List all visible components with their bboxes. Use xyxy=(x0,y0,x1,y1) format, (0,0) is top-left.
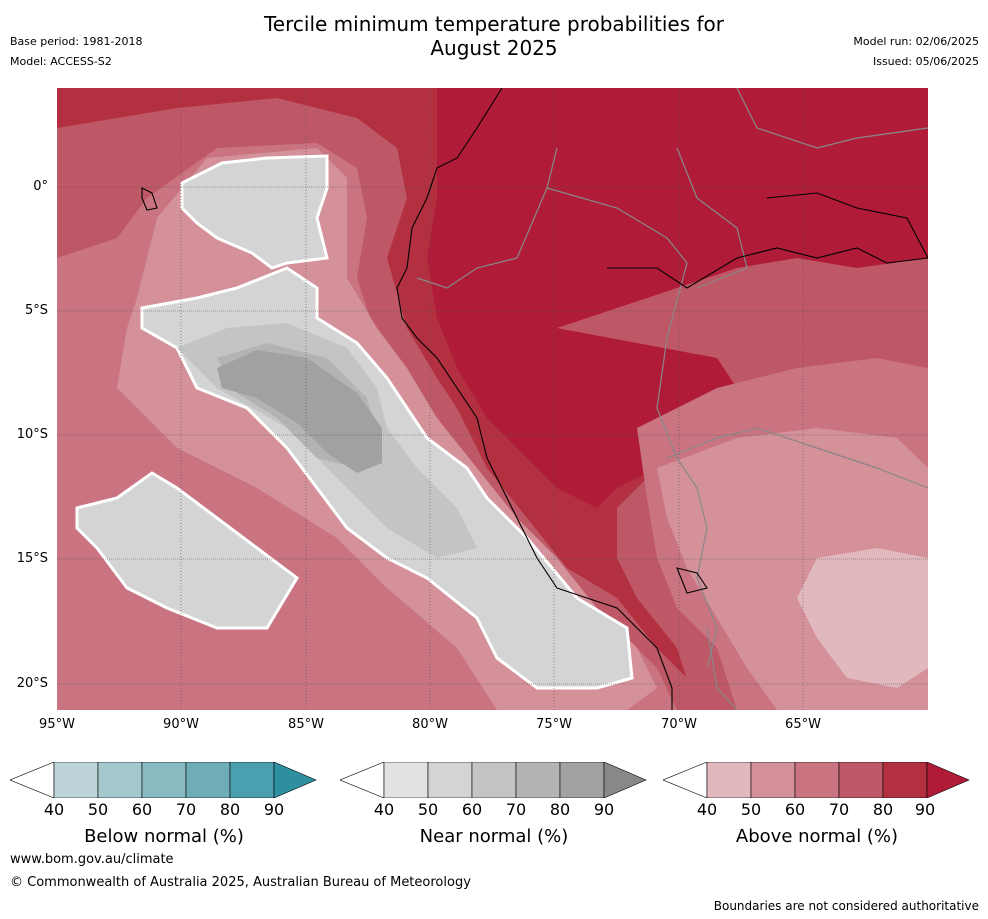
legend-above-tick-50: 50 xyxy=(740,800,762,819)
legend-below-bin-60-70 xyxy=(141,762,187,798)
map-title: Tercile minimum temperature probabilitie… xyxy=(0,12,988,60)
probability-map xyxy=(57,88,928,710)
meta-left: Base period: 1981-2018 Model: ACCESS-S2 xyxy=(10,32,142,72)
lon-label-90w: 90°W xyxy=(163,717,199,732)
legend-near-bin-60-70 xyxy=(471,762,517,798)
legend-below-tick-90: 90 xyxy=(263,800,285,819)
legend-near-bin-80-90 xyxy=(559,762,605,798)
coast-amazon-river xyxy=(607,247,928,289)
legend-above-under-arrow xyxy=(663,762,708,798)
footer-url: www.bom.gov.au/climate xyxy=(10,852,174,867)
region-near-normal-north xyxy=(180,154,329,270)
issued-date: Issued: 05/06/2025 xyxy=(872,55,979,68)
lat-label-5s: 5°S xyxy=(24,303,48,318)
lat-label-15s: 15°S xyxy=(16,551,48,566)
region-near-80 xyxy=(217,350,382,473)
legend-above-normal-label: Above normal (%) xyxy=(735,826,899,847)
footer-disclaimer: Boundaries are not considered authoritat… xyxy=(713,899,979,913)
legend-near-normal-label: Near normal (%) xyxy=(419,826,569,847)
legend-near-tick-80: 80 xyxy=(549,800,571,819)
coastline xyxy=(141,88,928,710)
legend-below-bin-70-80 xyxy=(185,762,231,798)
legend-near-bin-50-60 xyxy=(427,762,473,798)
legend-near-under-arrow xyxy=(340,762,385,798)
coast-galapagos xyxy=(141,187,158,211)
legend-above-bin-70-80 xyxy=(838,762,884,798)
lon-label-85w: 85°W xyxy=(288,717,324,732)
legend-above-normal-bar xyxy=(663,762,970,798)
legend-below-bin-40-50 xyxy=(53,762,99,798)
coast-pacific xyxy=(396,88,673,710)
legend-above-tick-40: 40 xyxy=(696,800,718,819)
legend-below-tick-80: 80 xyxy=(219,800,241,819)
legend-near-bin-70-80 xyxy=(515,762,561,798)
border-colombia-venezuela xyxy=(736,88,928,149)
legend-near-tick-70: 70 xyxy=(505,800,527,819)
border-peru-brazil xyxy=(546,187,698,489)
legend-below-normal-bar xyxy=(10,762,317,798)
legend-near-tick-40: 40 xyxy=(373,800,395,819)
border-peru-bolivia xyxy=(696,487,718,669)
title-line-1: Tercile minimum temperature probabilitie… xyxy=(263,12,725,36)
legend-above-tick-60: 60 xyxy=(784,800,806,819)
coast-amazon-upper xyxy=(766,192,928,259)
border-chile-bolivia xyxy=(706,627,738,710)
region-above-40-se xyxy=(797,548,928,688)
title-line-2: August 2025 xyxy=(430,36,558,60)
legend-near-normal-bar xyxy=(340,762,647,798)
model-name: Model: ACCESS-S2 xyxy=(10,55,112,68)
meta-right: Model run: 02/06/2025 Issued: 05/06/2025 xyxy=(853,32,979,72)
lat-label-10s: 10°S xyxy=(16,427,48,442)
region-near-normal-sw xyxy=(75,471,299,630)
legend-below-over-arrow xyxy=(273,762,317,798)
lat-label-20s: 20°S xyxy=(16,676,48,691)
lon-label-80w: 80°W xyxy=(412,717,448,732)
legend-below-tick-60: 60 xyxy=(131,800,153,819)
legend-above-tick-90: 90 xyxy=(914,800,936,819)
coast-lake-titicaca xyxy=(676,567,708,594)
legend-below-under-arrow xyxy=(10,762,55,798)
border-brazil-bolivia xyxy=(666,427,928,489)
lon-label-70w: 70°W xyxy=(661,717,697,732)
legend-below-tick-70: 70 xyxy=(175,800,197,819)
lon-label-95w: 95°W xyxy=(39,717,75,732)
model-run: Model run: 02/06/2025 xyxy=(853,35,979,48)
legend-below-tick-50: 50 xyxy=(87,800,109,819)
country-borders xyxy=(416,88,928,710)
legend-below-bin-50-60 xyxy=(97,762,143,798)
lon-label-65w: 65°W xyxy=(785,717,821,732)
legend-above-tick-80: 80 xyxy=(872,800,894,819)
lon-label-75w: 75°W xyxy=(536,717,572,732)
footer-copyright: © Commonwealth of Australia 2025, Austra… xyxy=(10,875,471,890)
legend-near-tick-50: 50 xyxy=(417,800,439,819)
legend-below-bin-80-90 xyxy=(229,762,275,798)
legend-above-bin-40-50 xyxy=(706,762,752,798)
border-ecuador-peru xyxy=(416,147,558,289)
legend-above-over-arrow xyxy=(926,762,970,798)
legend-above-bin-80-90 xyxy=(882,762,928,798)
legend-above-bin-60-70 xyxy=(794,762,840,798)
border-colombia-brazil xyxy=(676,147,748,289)
legend-above-tick-70: 70 xyxy=(828,800,850,819)
legend-near-tick-60: 60 xyxy=(461,800,483,819)
legend-near-over-arrow xyxy=(603,762,647,798)
legend-near-tick-90: 90 xyxy=(593,800,615,819)
legend-near-bin-40-50 xyxy=(383,762,429,798)
lat-label-0: 0° xyxy=(33,179,48,194)
legend-above-bin-50-60 xyxy=(750,762,796,798)
legend-below-normal-label: Below normal (%) xyxy=(84,826,244,847)
legend-below-tick-40: 40 xyxy=(43,800,65,819)
base-period: Base period: 1981-2018 xyxy=(10,35,143,48)
